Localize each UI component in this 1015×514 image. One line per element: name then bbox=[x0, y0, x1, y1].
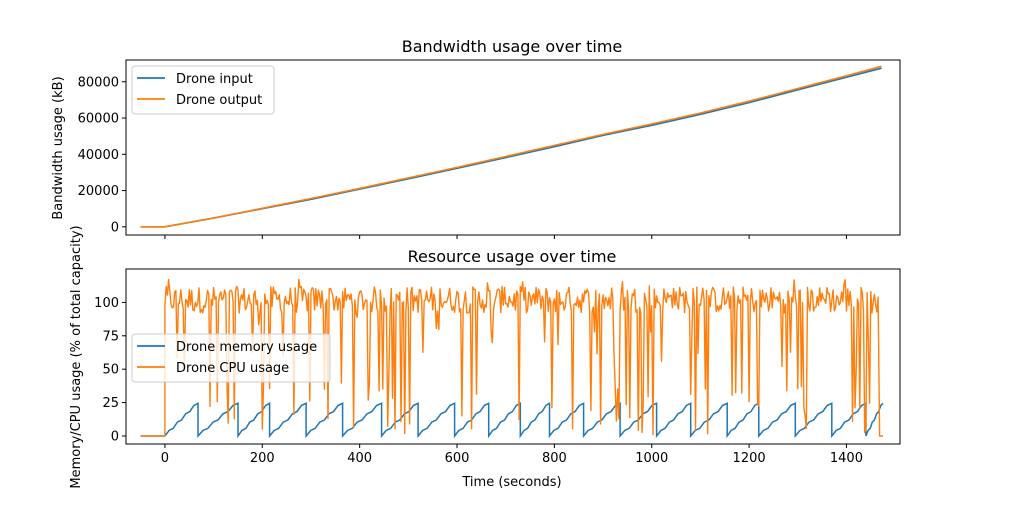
resource-xtick-label: 800 bbox=[542, 451, 567, 466]
resource-xtick-label: 0 bbox=[161, 451, 169, 466]
resource-xtick-label: 200 bbox=[250, 451, 275, 466]
series-line-drone-output bbox=[140, 65, 882, 228]
resource-xtick-label: 400 bbox=[347, 451, 372, 466]
bandwidth-ytick-label: 20000 bbox=[78, 184, 119, 199]
bandwidth-ytick-label: 40000 bbox=[78, 148, 119, 163]
bandwidth-y-axis-label: Bandwidth usage (kB) bbox=[51, 76, 66, 219]
legend-label-drone-output: Drone output bbox=[176, 93, 262, 108]
bandwidth-panel: Bandwidth usage over time 0 20000 40000 600… bbox=[51, 37, 901, 239]
bandwidth-legend: Drone input Drone output bbox=[131, 65, 275, 115]
legend-label-cpu: Drone CPU usage bbox=[176, 361, 289, 376]
resource-ytick-label: 50 bbox=[102, 363, 119, 378]
resource-legend-box bbox=[131, 333, 331, 383]
bandwidth-plot-frame bbox=[125, 59, 901, 236]
resource-x-axis-label: Time (seconds) bbox=[461, 475, 561, 490]
bandwidth-ytick-label: 80000 bbox=[78, 75, 119, 90]
resource-ytick-label: 25 bbox=[102, 396, 119, 411]
legend-label-drone-input: Drone input bbox=[176, 72, 253, 87]
bandwidth-ytick-label: 60000 bbox=[78, 112, 119, 127]
resource-xtick-label: 1000 bbox=[635, 451, 668, 466]
series-line-cpu bbox=[140, 278, 883, 437]
resource-chart-title: Resource usage over time bbox=[408, 247, 617, 266]
resource-plot-frame bbox=[125, 268, 901, 445]
resource-ytick-label: 0 bbox=[111, 429, 119, 444]
resource-ytick-label: 100 bbox=[94, 296, 119, 311]
resource-xtick-label: 1200 bbox=[733, 451, 766, 466]
resource-xtick-label: 600 bbox=[445, 451, 470, 466]
legend-label-memory: Drone memory usage bbox=[176, 340, 317, 355]
resource-xtick-label: 1400 bbox=[830, 451, 863, 466]
bandwidth-chart-title: Bandwidth usage over time bbox=[402, 37, 623, 56]
resource-y-axis-label: Memory/CPU usage (% of total capacity) bbox=[69, 225, 84, 488]
series-line-memory bbox=[140, 401, 884, 439]
resource-ytick-label: 75 bbox=[102, 329, 119, 344]
bandwidth-ytick-label: 0 bbox=[111, 220, 119, 235]
bandwidth-legend-box bbox=[131, 65, 275, 115]
resource-legend: Drone memory usage Drone CPU usage bbox=[131, 333, 331, 383]
